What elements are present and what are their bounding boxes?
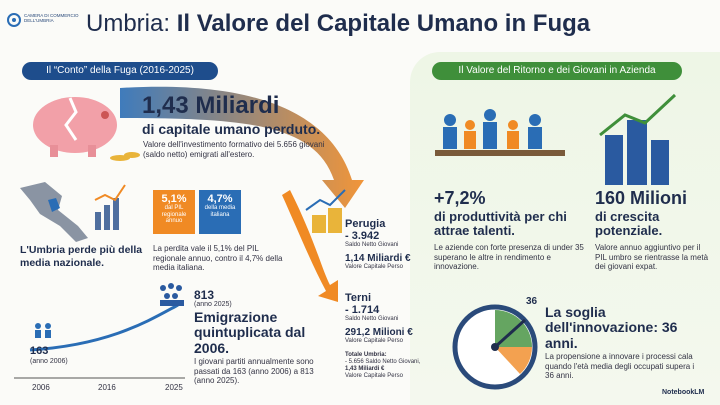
balance-label: Saldo Netto Giovani	[345, 242, 399, 248]
title-region: Umbria:	[86, 10, 171, 37]
value-label: Valore Capitale Perso	[345, 263, 403, 270]
province-name: Terni	[345, 292, 372, 304]
badge-value: 5,1%	[161, 193, 187, 205]
province: Perugia - 3.942 Saldo Netto Giovani 1,14…	[345, 218, 415, 271]
province-balance: - 1.714	[345, 304, 380, 316]
balance-label: Saldo Netto Giovani	[345, 316, 399, 322]
section-heading: Il Valore del Ritorno e dei Giovani in A…	[432, 62, 682, 80]
province: Terni - 1.714 Saldo Netto Giovani 291,2 …	[345, 292, 415, 345]
end-year: (anno 2025)	[194, 301, 232, 308]
start-year: (anno 2006)	[30, 358, 68, 365]
map-caption: L'Umbria perde più della media nazionale…	[20, 244, 143, 269]
page-title: Umbria: Il Valore del Capitale Umano in …	[86, 10, 590, 38]
badge-value: 4,7%	[207, 193, 233, 205]
logo-text: CAMERA DI COMMERCIO DELL'UMBRIA	[24, 13, 79, 23]
productivity-value: +7,2%	[434, 188, 486, 208]
province-value: 1,14 Miliardi €	[345, 252, 411, 264]
title-main: Il Valore del Capitale Umano in Fuga	[176, 10, 591, 37]
growth-title: Emigrazione quintuplicata dal 2006.	[194, 309, 306, 356]
province-balance: - 3.942	[345, 230, 380, 242]
footer-brand: NotebookLM	[662, 389, 705, 396]
headline-subtitle: di capitale umano perduto.	[142, 121, 321, 137]
total-value-label: Valore Capitale Perso	[345, 372, 403, 379]
section-heading: Il “Conto” della Fuga (2016-2025)	[22, 62, 218, 80]
value-label: Valore Capitale Perso	[345, 337, 403, 344]
year-label: 2025	[165, 383, 183, 392]
comparison-text: La perdita vale il 5,1% del PIL regional…	[153, 244, 283, 273]
productivity-text: Le aziende con forte presenza di under 3…	[434, 243, 584, 272]
growth-value: 160 Milioni	[595, 188, 688, 208]
growth-text: Valore annuo aggiuntivo per il PIL umbro…	[595, 243, 709, 272]
badge-label: dal PIL regionale annuo	[161, 205, 187, 225]
threshold-title: La soglia dell'innovazione: 36 anni.	[545, 304, 678, 351]
badge: 5,1% dal PIL regionale annuo	[153, 190, 195, 234]
threshold-text: La propensione a innovare i processi cal…	[545, 352, 695, 381]
end-value: 813	[194, 288, 215, 302]
total: Totale Umbria: - 5.656 Saldo Netto Giova…	[345, 352, 425, 380]
badge: 4,7% della media italiana	[199, 190, 241, 234]
total-balance: - 5.656 Saldo Netto Giovani,	[345, 358, 421, 365]
headline-note: Valore dell'investimento formativo dei 5…	[143, 140, 325, 159]
logo-line: CAMERA DI COMMERCIO	[24, 13, 79, 18]
year-label: 2006	[32, 383, 50, 392]
growth-text: I giovani partiti annualmente sono passa…	[194, 357, 314, 386]
year-label: 2016	[98, 383, 116, 392]
flow-arrows	[14, 86, 364, 379]
province-value: 291,2 Milioni €	[345, 326, 413, 338]
province-name: Perugia	[345, 218, 386, 230]
total-label: Totale Umbria:	[345, 352, 387, 358]
illustrations	[435, 93, 677, 185]
start-value: 163	[30, 345, 49, 357]
logo-line: DELL'UMBRIA	[24, 18, 54, 24]
gauge-label: 36	[526, 296, 538, 307]
growth-subtitle: di crescita potenziale.	[595, 209, 663, 239]
logo-icon	[7, 13, 21, 27]
gauge	[452, 304, 538, 390]
total-value: 1,43 Miliardi €	[345, 365, 385, 372]
badge-label: della media italiana	[204, 205, 236, 218]
productivity-subtitle: di produttività per chi attrae talenti.	[434, 209, 567, 239]
headline-value: 1,43 Miliardi	[142, 92, 280, 119]
